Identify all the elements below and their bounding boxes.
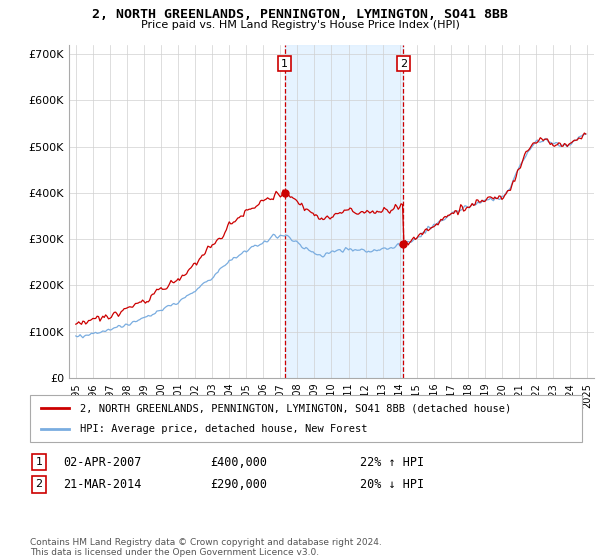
FancyBboxPatch shape: [30, 395, 582, 442]
Text: £400,000: £400,000: [210, 455, 267, 469]
Text: 21-MAR-2014: 21-MAR-2014: [63, 478, 142, 491]
Text: 1: 1: [35, 457, 43, 467]
Text: Contains HM Land Registry data © Crown copyright and database right 2024.
This d: Contains HM Land Registry data © Crown c…: [30, 538, 382, 557]
Text: 22% ↑ HPI: 22% ↑ HPI: [360, 455, 424, 469]
Text: HPI: Average price, detached house, New Forest: HPI: Average price, detached house, New …: [80, 424, 367, 434]
Text: 2, NORTH GREENLANDS, PENNINGTON, LYMINGTON, SO41 8BB (detached house): 2, NORTH GREENLANDS, PENNINGTON, LYMINGT…: [80, 403, 511, 413]
Text: 1: 1: [281, 59, 288, 69]
Text: 2: 2: [35, 479, 43, 489]
Text: 02-APR-2007: 02-APR-2007: [63, 455, 142, 469]
Text: 2: 2: [400, 59, 407, 69]
Bar: [284, 45, 403, 378]
Text: £290,000: £290,000: [210, 478, 267, 491]
Text: 2, NORTH GREENLANDS, PENNINGTON, LYMINGTON, SO41 8BB: 2, NORTH GREENLANDS, PENNINGTON, LYMINGT…: [92, 8, 508, 21]
Text: 20% ↓ HPI: 20% ↓ HPI: [360, 478, 424, 491]
Text: Price paid vs. HM Land Registry's House Price Index (HPI): Price paid vs. HM Land Registry's House …: [140, 20, 460, 30]
